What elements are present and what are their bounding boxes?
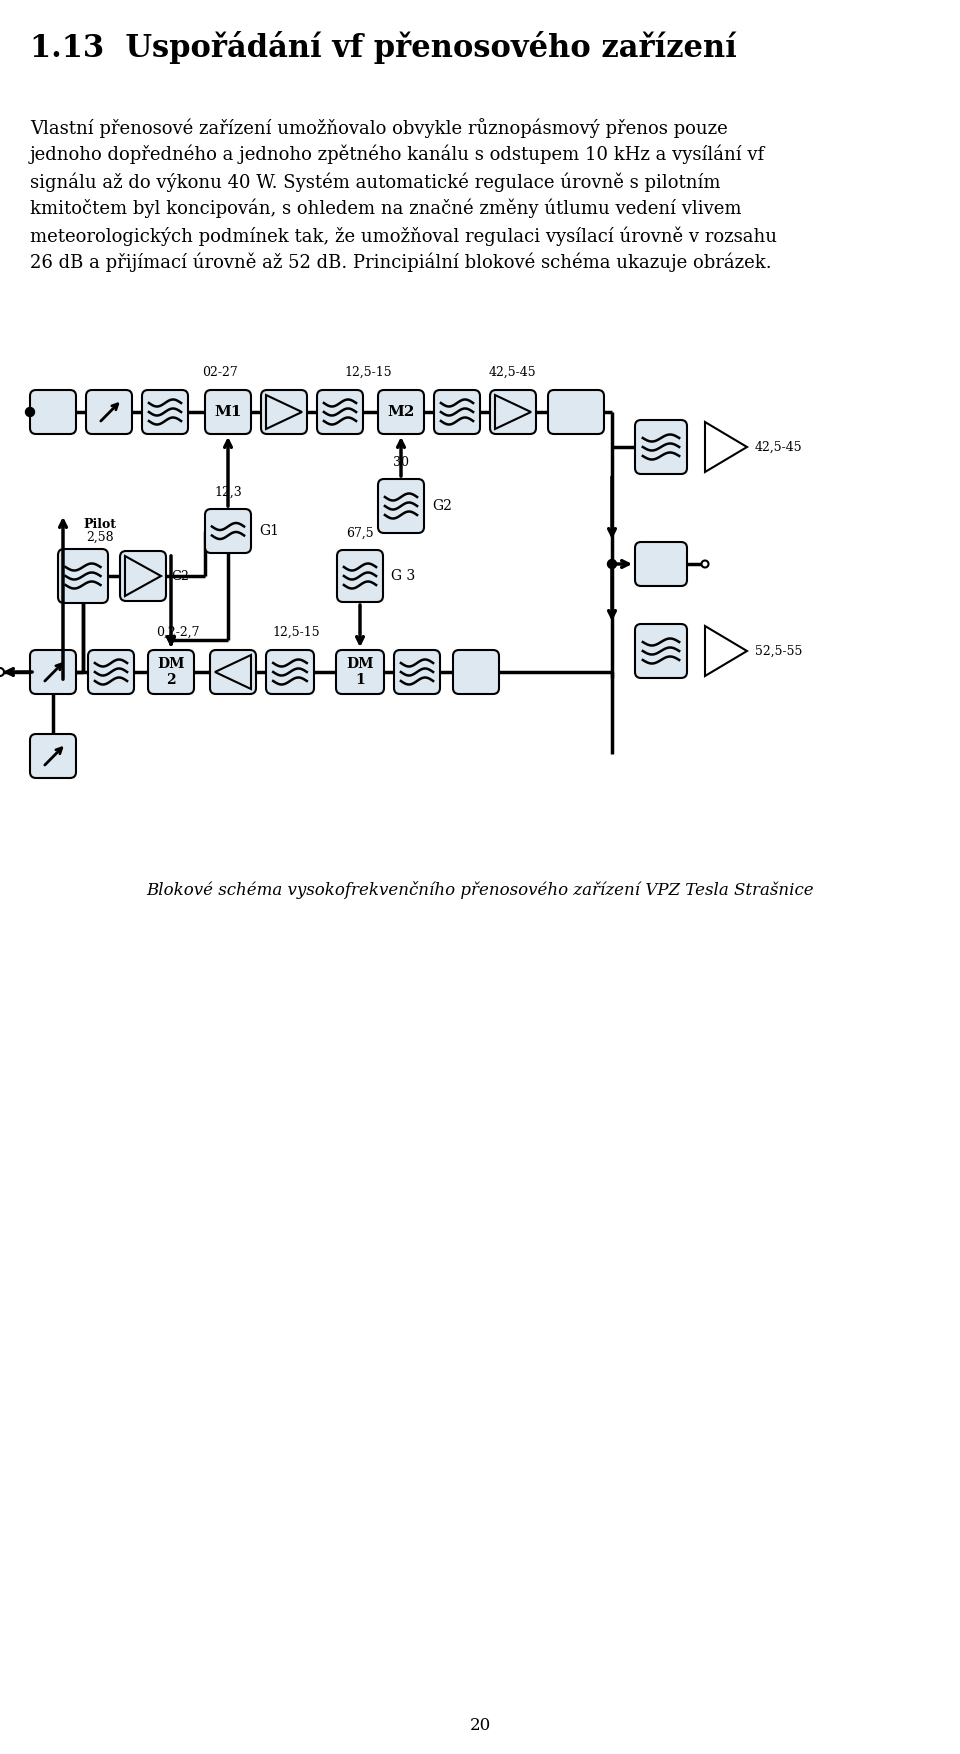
- Polygon shape: [705, 626, 747, 675]
- Circle shape: [26, 407, 35, 416]
- FancyBboxPatch shape: [336, 651, 384, 695]
- Text: Pilot: Pilot: [84, 517, 116, 530]
- Text: 26 dB a přijímací úrovně až 52 dB. Principiální blokové schéma ukazuje obrázek.: 26 dB a přijímací úrovně až 52 dB. Princ…: [30, 253, 772, 272]
- Circle shape: [608, 560, 616, 568]
- FancyBboxPatch shape: [86, 389, 132, 433]
- FancyBboxPatch shape: [261, 389, 307, 433]
- Text: G2: G2: [171, 570, 189, 582]
- Text: kmitočtem byl koncipován, s ohledem na značné změny útlumu vedení vlivem: kmitočtem byl koncipován, s ohledem na z…: [30, 198, 741, 219]
- Text: 12,5-15: 12,5-15: [345, 365, 392, 379]
- FancyBboxPatch shape: [58, 549, 108, 603]
- FancyBboxPatch shape: [210, 651, 256, 695]
- FancyBboxPatch shape: [490, 389, 536, 433]
- FancyBboxPatch shape: [635, 419, 687, 474]
- Text: 42,5-45: 42,5-45: [755, 440, 803, 454]
- FancyBboxPatch shape: [205, 389, 251, 433]
- Circle shape: [0, 668, 4, 675]
- FancyBboxPatch shape: [453, 651, 499, 695]
- Text: G 3: G 3: [391, 568, 416, 582]
- Text: DM
2: DM 2: [157, 658, 184, 688]
- Text: G2: G2: [432, 498, 452, 512]
- Polygon shape: [495, 395, 531, 430]
- FancyBboxPatch shape: [148, 651, 194, 695]
- Text: M2: M2: [387, 405, 415, 419]
- Polygon shape: [266, 395, 302, 430]
- Text: 30: 30: [393, 456, 409, 468]
- Text: Vlastní přenosové zařízení umožňovalo obvykle různopásmový přenos pouze: Vlastní přenosové zařízení umožňovalo ob…: [30, 118, 728, 139]
- FancyBboxPatch shape: [337, 551, 383, 602]
- FancyBboxPatch shape: [317, 389, 363, 433]
- FancyBboxPatch shape: [30, 733, 76, 779]
- FancyBboxPatch shape: [378, 389, 424, 433]
- Text: 02-27: 02-27: [203, 365, 238, 379]
- FancyBboxPatch shape: [635, 624, 687, 679]
- Text: 2,58: 2,58: [86, 530, 114, 544]
- Polygon shape: [215, 654, 251, 689]
- FancyBboxPatch shape: [142, 389, 188, 433]
- FancyBboxPatch shape: [88, 651, 134, 695]
- FancyBboxPatch shape: [635, 542, 687, 586]
- FancyBboxPatch shape: [434, 389, 480, 433]
- Text: Blokové schéma vysokofrekvenčního přenosového zařízení VPZ Tesla Strašnice: Blokové schéma vysokofrekvenčního přenos…: [146, 881, 814, 900]
- Text: 12,3: 12,3: [214, 486, 242, 498]
- FancyBboxPatch shape: [394, 651, 440, 695]
- Text: 20: 20: [469, 1717, 491, 1733]
- Text: 12,5-15: 12,5-15: [273, 626, 320, 638]
- Text: 42,5-45: 42,5-45: [489, 365, 536, 379]
- Text: signálu až do výkonu 40 W. Systém automatické regulace úrovně s pilotním: signálu až do výkonu 40 W. Systém automa…: [30, 172, 721, 191]
- Text: M1: M1: [214, 405, 242, 419]
- Polygon shape: [125, 556, 161, 596]
- Polygon shape: [705, 423, 747, 472]
- FancyBboxPatch shape: [266, 651, 314, 695]
- FancyBboxPatch shape: [378, 479, 424, 533]
- FancyBboxPatch shape: [120, 551, 166, 602]
- Text: 67,5: 67,5: [347, 526, 373, 540]
- FancyBboxPatch shape: [30, 651, 76, 695]
- Text: 52,5-55: 52,5-55: [755, 644, 803, 658]
- FancyBboxPatch shape: [548, 389, 604, 433]
- Text: G1: G1: [259, 524, 279, 538]
- Text: jednoho dopředného a jednoho zpětného kanálu s odstupem 10 kHz a vysílání vf: jednoho dopředného a jednoho zpětného ka…: [30, 146, 765, 165]
- FancyBboxPatch shape: [30, 389, 76, 433]
- Text: DM
1: DM 1: [347, 658, 373, 688]
- Text: meteorologických podmínek tak, že umožňoval regulaci vysílací úrovně v rozsahu: meteorologických podmínek tak, že umožňo…: [30, 226, 777, 246]
- Text: 1.13  Uspořádání vf přenosového zařízení: 1.13 Uspořádání vf přenosového zařízení: [30, 32, 736, 65]
- Circle shape: [702, 561, 708, 568]
- FancyBboxPatch shape: [205, 509, 251, 553]
- Text: 0,2-2,7: 0,2-2,7: [156, 626, 200, 638]
